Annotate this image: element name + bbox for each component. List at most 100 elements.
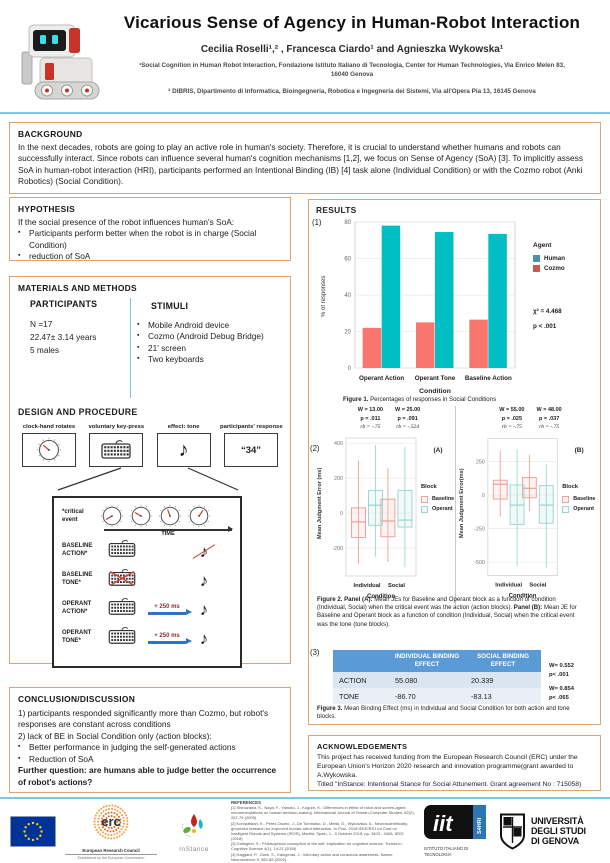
conclusion-bullet: Reduction of SoA: [18, 754, 282, 765]
further-question: Further question: are humans able to jud…: [18, 765, 277, 787]
hypothesis-bullet: Participants perform better when the rob…: [18, 228, 282, 251]
svg-text:250: 250: [476, 459, 485, 465]
methods-section: MATERIALS AND METHODS PARTICIPANTS N =17…: [9, 276, 291, 668]
critical-event-label: *critical event: [62, 508, 84, 523]
clock-icon: [36, 437, 62, 463]
chi-square-stat: χ² = 4.468: [533, 308, 562, 315]
boxplot-panel-a: -200 0 200 400 Individual Social Condition: [332, 437, 417, 600]
trial-row-baseline-action: BASELINE ACTION* ♪: [62, 537, 234, 566]
panel-number: (3): [310, 648, 320, 657]
background-text: In the next decades, robots are going to…: [18, 142, 583, 187]
table-header: SOCIAL BINDING EFFECT: [465, 650, 541, 673]
bar-chart-plot: 0 20 40 60 80 Operant Action Operant Tone Basel…: [344, 220, 516, 395]
conclusion-heading: CONCLUSION/DISCUSSION: [18, 694, 136, 704]
delay-label: + 250 ms: [154, 603, 180, 610]
y-axis-label: % of responses: [321, 275, 327, 317]
clock-icon: [158, 504, 182, 528]
figure2-legend-b: (B) Block Baseline Operant: [562, 446, 596, 513]
panel-tag: (B): [574, 446, 584, 454]
svg-text:-250: -250: [474, 526, 485, 532]
table-row: TONE -86.70 -83.13: [333, 688, 541, 705]
legend-swatch-cozmo: [533, 265, 540, 272]
stat-block: W = 13.00 p = .011 rb = -.75: [357, 407, 383, 431]
svg-text:200: 200: [334, 476, 343, 482]
legend-swatch-human: [533, 255, 540, 262]
conclusion-line: 1) participants responded significantly …: [18, 708, 269, 730]
figure2-boxplots: W = 13.00 p = .011 rb = -.75 W = 25.00 p = …: [317, 406, 596, 605]
time-axis: TIME: [104, 526, 233, 537]
step-keypress: voluntary key-press: [85, 424, 147, 467]
svg-text:iit: iit: [433, 811, 454, 836]
erc-sunburst-icon: erc: [93, 804, 129, 839]
step-response: participants' response “34”: [220, 424, 283, 467]
acknowledgements-heading: ACKNOWLEDGEMENTS: [317, 742, 408, 751]
figure2-legend-a: (A) Block Baseline Operant: [421, 446, 455, 513]
eu-flag-logo: [10, 815, 56, 847]
svg-text:60: 60: [344, 257, 351, 263]
footer-logos: erc European Research Council Establishe…: [0, 797, 610, 863]
conclusion-section: CONCLUSION/DISCUSSION 1) participants re…: [9, 687, 291, 793]
figure1-legend: Agent Human Cozmo χ² = 4.468 p < .001: [533, 216, 595, 396]
legend-swatch-baseline: [562, 495, 570, 503]
keyboard-icon: [101, 440, 131, 459]
trial-row-operant-action: OPERANT ACTION* + 250 ms ♪: [62, 595, 234, 624]
instance-icon: [182, 813, 203, 837]
stat-block: W = 55.00 p = .025 rb = -.75: [499, 407, 525, 431]
svg-text:-200: -200: [332, 546, 343, 552]
conclusion-line: 2) lack of BE in Social Condition only (…: [18, 730, 212, 741]
legend-title: Agent: [533, 242, 552, 249]
stimuli-block: STIMULI Mobile Android device Cozmo (And…: [137, 296, 282, 398]
background-section: BACKGROUND In the next decades, robots a…: [9, 122, 601, 194]
svg-text:Condition: Condition: [367, 594, 395, 600]
hypothesis-bullet: reduction of SoA: [18, 251, 282, 262]
hypothesis-section: HYPOTHESIS If the social presence of the…: [9, 197, 291, 261]
iit-logo: iit S4HRI ISTITUTO ITALIANO DI TECNOLOGI…: [424, 805, 490, 857]
figure1-bar-chart: % of responses 0 20 40 60 80 Operant Action Op…: [321, 216, 595, 396]
delay-arrow: [148, 609, 192, 616]
participants-line: 5 males: [30, 344, 60, 355]
iit-icon: iit S4HRI: [424, 805, 486, 840]
participants-line: N =17: [30, 319, 53, 329]
svg-text:S4HRI: S4HRI: [477, 817, 483, 834]
table-header: [333, 650, 389, 673]
keyboard-crossed-icon: [108, 568, 136, 586]
affiliation-1: ¹Social Cognition in Human Robot Interac…: [139, 62, 565, 79]
erc-logo: erc European Research Council Establishe…: [65, 803, 157, 860]
delay-arrow: [148, 638, 192, 645]
participants-block: PARTICIPANTS N =17 22.47± 3.14 years 5 m…: [18, 296, 130, 398]
zoom-connector-lines: [57, 467, 239, 491]
svg-text:Baseline Action: Baseline Action: [465, 375, 512, 382]
svg-text:Operant Action: Operant Action: [359, 375, 404, 382]
methods-columns: PARTICIPANTS N =17 22.47± 3.14 years 5 m…: [18, 296, 282, 398]
figure2-panel-a: W = 13.00 p = .011 rb = -.75 W = 25.00 p = …: [317, 406, 455, 605]
svg-text:Individual: Individual: [495, 582, 522, 588]
page-title: Vicarious Sense of Agency in Human-Robot…: [123, 13, 581, 32]
svg-text:Individual: Individual: [353, 583, 380, 589]
reference-item: [3] Gallagher, S.: Philosophical concept…: [231, 841, 402, 852]
music-note-crossed-icon: ♪: [194, 543, 214, 560]
music-note-icon: ♪: [199, 570, 209, 590]
stimuli-bullet: 21' screen: [137, 343, 282, 354]
clock-icon: [187, 504, 211, 528]
panel-tag: (A): [433, 446, 443, 454]
trial-row-baseline-tone: BASELINE TONE* ♪: [62, 566, 234, 595]
poster-header: Vicarious Sense of Agency in Human-Robot…: [0, 0, 610, 114]
delay-label: + 250 ms: [154, 632, 180, 639]
stimuli-bullet: Cozmo (Android Debug Bridge): [137, 331, 282, 342]
participants-heading: PARTICIPANTS: [30, 299, 98, 309]
column-divider: [130, 298, 131, 398]
svg-text:Condition: Condition: [509, 593, 537, 599]
instance-logo: InStance: [166, 810, 222, 853]
trial-diagram: *critical event TIME BASELINE ACTION* ♪: [52, 496, 242, 668]
figure2-panel-b: W = 55.00 p = .025 rb = -.75 W = 48.00 p = …: [455, 406, 596, 605]
svg-text:erc: erc: [101, 814, 121, 829]
binding-effect-table: INDIVIDUAL BINDING EFFECT SOCIAL BINDING…: [333, 650, 593, 705]
figure2-caption: Figure 2. Panel (A): Mean JEs for Baseli…: [317, 596, 577, 628]
music-note-icon: ♪: [178, 439, 189, 461]
hypothesis-heading: HYPOTHESIS: [18, 204, 75, 214]
trial-row-operant-tone: OPERANT TONE* + 250 ms ♪: [62, 624, 234, 653]
step-tone: effect: tone ♪: [153, 424, 215, 467]
reference-item: [4] Haggard, P., Clark, S., Kalogeras, J…: [231, 851, 393, 862]
svg-text:Operant Tone: Operant Tone: [415, 375, 456, 382]
